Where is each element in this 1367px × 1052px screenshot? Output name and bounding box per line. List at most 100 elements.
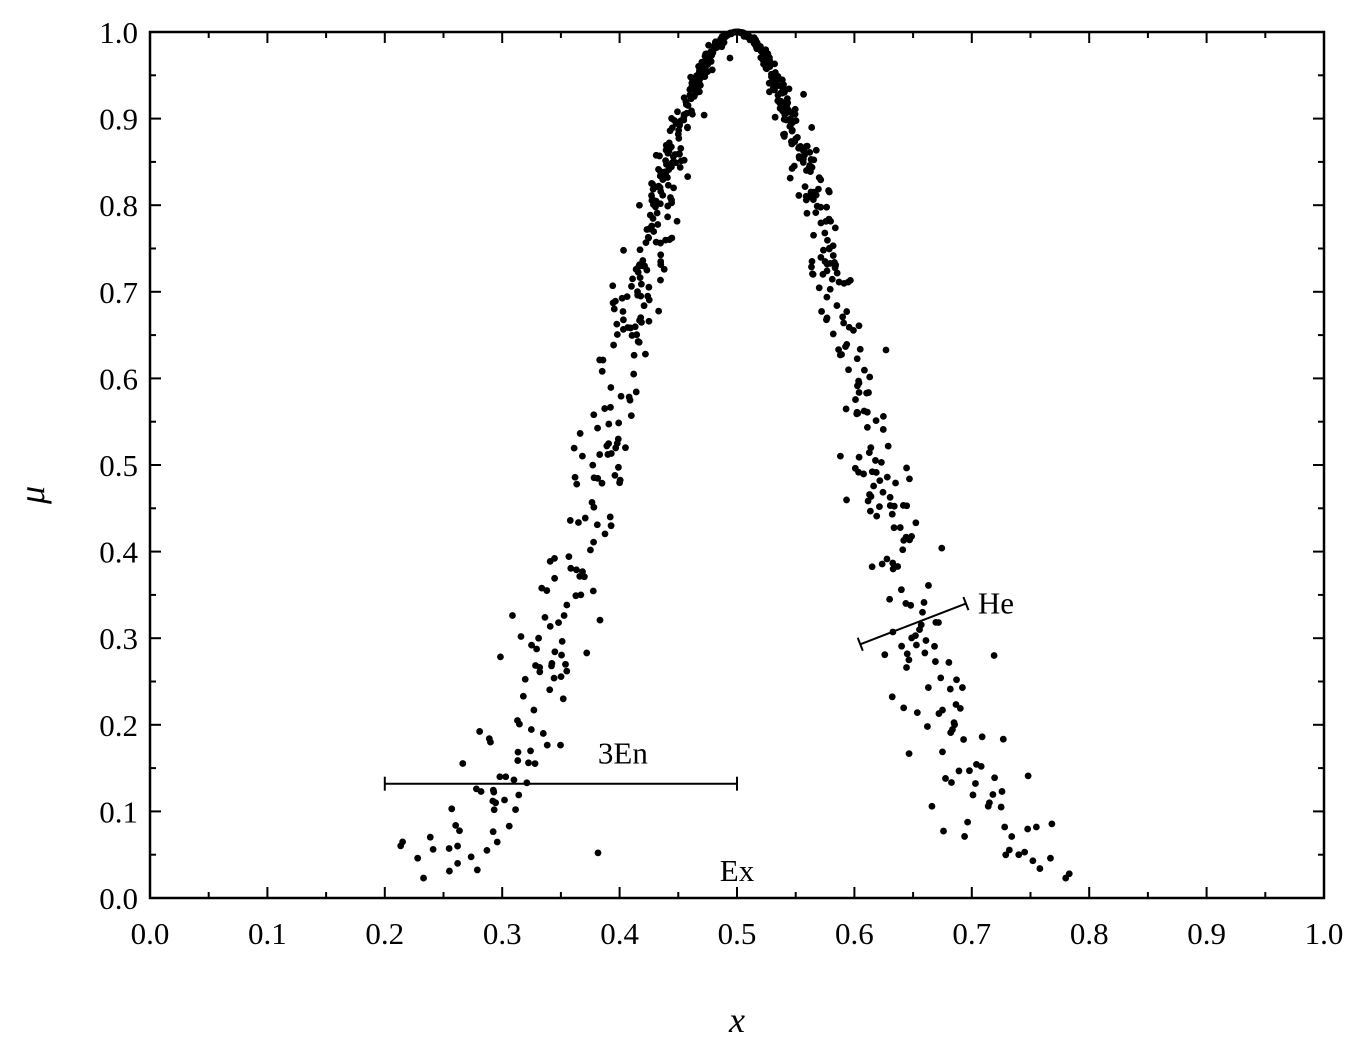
scatter-point [476,728,484,735]
scatter-point [489,828,497,836]
scatter-point [684,123,691,131]
scatter-point [677,145,685,152]
scatter-point [812,209,820,217]
scatter-point [459,760,467,767]
scatter-point [604,451,612,458]
scatter-point [999,735,1007,743]
scatter-point [935,710,943,717]
scatter-point [969,791,977,799]
scatter-point [920,599,928,606]
y-tick-label: 0.0 [99,881,138,916]
scatter-point [1048,820,1056,828]
scatter-point [648,222,656,230]
scatter-point [817,253,825,261]
scatter-point [845,366,852,374]
scatter-point [707,48,715,55]
scatter-point [852,396,859,403]
x-tick-label: 0.7 [952,916,991,951]
scatter-point [835,278,843,286]
scatter-point [825,245,833,253]
scatter-point [864,497,872,505]
scatter-point [1002,851,1010,859]
scatter-point [843,308,851,315]
scatter-point [921,649,929,657]
scatter-point [738,29,746,36]
scatter-point [902,533,910,541]
y-tick-label: 0.6 [99,361,138,396]
scatter-point [939,748,946,756]
scatter-point [517,633,525,640]
scatter-point [770,80,778,88]
scatter-point [399,838,407,846]
scatter-point [682,101,690,108]
scatter-point [753,44,761,52]
scatter-point [781,130,788,138]
scatter-point [949,726,956,733]
scatter-point [917,621,925,629]
scatter-point [802,143,810,150]
scatter-point [550,674,558,682]
scatter-point [913,641,920,649]
scatter-point [966,767,973,775]
scatter-point [613,331,621,338]
scatter-point [616,479,624,487]
scatter-point [666,144,674,152]
scatter-point [648,192,655,199]
scatter-point [519,692,527,700]
scatter-point [821,229,829,237]
scatter-point [924,684,932,691]
scatter-point [840,319,848,327]
scatter-point [795,192,803,199]
scatter-point [1029,857,1037,865]
scatter-point [704,59,712,67]
scatter-point [878,560,886,568]
scatter-point [565,553,573,561]
scatter-point [557,673,565,680]
scatter-point [860,407,868,415]
scatter-point [527,726,535,733]
y-tick-label: 0.9 [99,102,138,137]
scatter-point [632,265,640,273]
scatter-point [779,89,786,97]
he-label: He [978,586,1014,621]
scatter-point [668,196,675,204]
scatter-point [903,664,910,671]
y-axis-title: μ [12,486,52,505]
scatter-point [762,54,770,62]
scatter-point [808,257,816,265]
scatter-point [886,595,894,603]
scatter-point [846,276,854,284]
scatter-point [483,846,491,854]
scatter-point [990,652,998,659]
scatter-point [807,156,815,163]
scatter-point [700,111,708,119]
scatter-point [730,28,738,36]
scatter-point [642,350,649,358]
scatter-points [397,28,1073,882]
scatter-point [876,477,884,485]
scatter-point [794,134,801,141]
scatter-point [688,83,695,91]
scatter-point [683,109,691,117]
scatter-point [924,723,931,730]
scatter-point [884,442,892,450]
scatter-point [501,796,508,804]
scatter-point [414,854,422,862]
scatter-point [817,176,825,184]
scatter-point [657,261,665,268]
scatter-point [960,736,967,743]
scatter-point [596,451,604,458]
scatter-point [808,124,816,131]
scatter-point [603,442,611,450]
scatter-point [823,293,831,301]
scatter-point [636,246,644,254]
scatter-point [589,587,597,595]
scatter-point [791,105,799,113]
scatter-point [1021,848,1029,856]
scatter-point [774,97,782,105]
scatter-point [835,346,843,354]
scatter-point [932,658,939,665]
scatter-point [815,284,823,292]
scatter-point [771,113,779,121]
scatter-point [786,174,794,182]
